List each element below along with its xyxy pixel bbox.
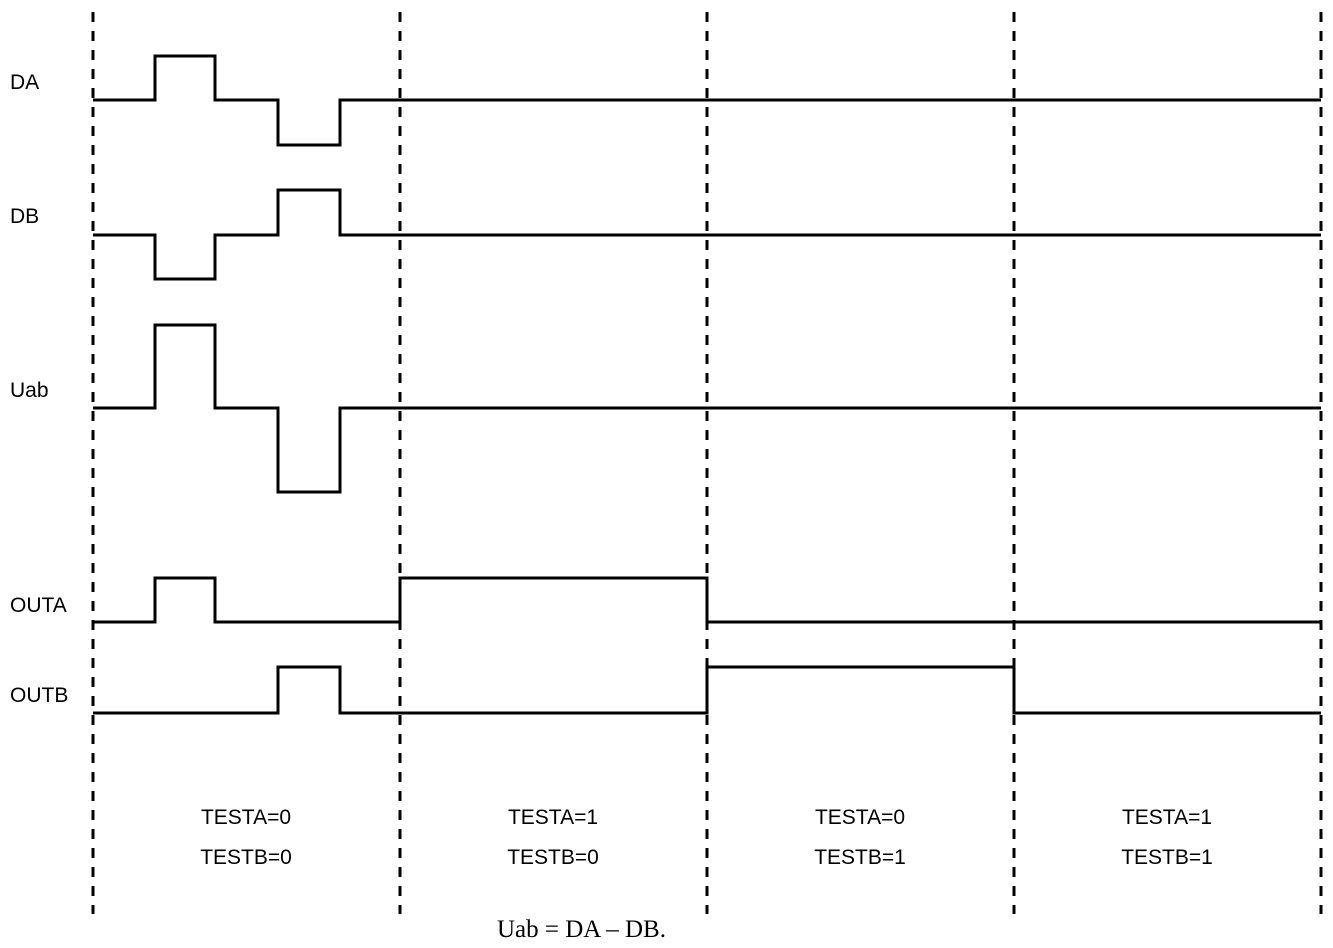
waveform-uab bbox=[93, 323, 1321, 494]
waveform-da bbox=[93, 54, 1321, 147]
column-1-testb: TESTB=0 bbox=[200, 846, 292, 869]
column-4-testa: TESTA=1 bbox=[1122, 806, 1212, 829]
signal-label-outb: OUTB bbox=[10, 684, 68, 707]
signal-label-uab: Uab bbox=[10, 379, 49, 402]
column-3-testb: TESTB=1 bbox=[814, 846, 906, 869]
signal-label-db: DB bbox=[10, 205, 39, 228]
waveform-db bbox=[93, 188, 1321, 281]
column-2-testa: TESTA=1 bbox=[508, 806, 598, 829]
signal-label-outa: OUTA bbox=[10, 594, 67, 617]
column-2-testb: TESTB=0 bbox=[507, 846, 599, 869]
column-1-testa: TESTA=0 bbox=[201, 806, 291, 829]
formula-caption: Uab = DA – DB. bbox=[497, 916, 666, 943]
waveform-outb bbox=[93, 665, 1321, 715]
column-4-testb: TESTB=1 bbox=[1121, 846, 1213, 869]
signal-label-da: DA bbox=[10, 71, 39, 94]
waveform-outa bbox=[93, 576, 1321, 624]
column-3-testa: TESTA=0 bbox=[815, 806, 905, 829]
